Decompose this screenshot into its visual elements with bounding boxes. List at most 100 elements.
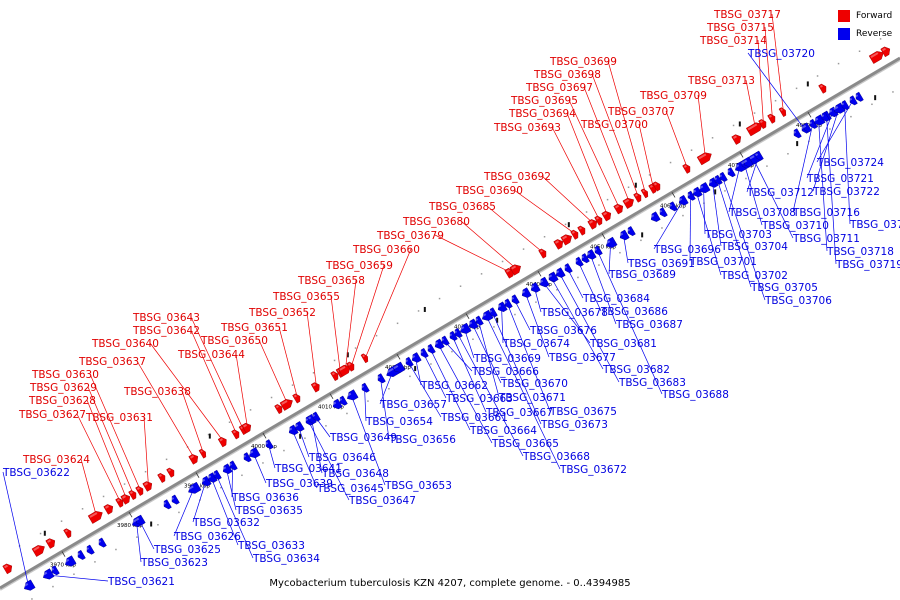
dot-marker — [178, 511, 180, 514]
label-connector — [136, 360, 195, 459]
label-connector — [47, 574, 109, 582]
gene-arrow — [201, 475, 212, 487]
axis-tick-label: 3970 kbp — [50, 562, 76, 568]
dot-marker — [871, 103, 873, 106]
gene-arrow — [135, 485, 144, 496]
gene-label: TBSG_03633 — [237, 540, 305, 552]
gene-arrow — [115, 497, 124, 508]
gene-label: TBSG_03719 — [835, 259, 900, 271]
gene-arrow — [818, 83, 827, 94]
label-connector — [638, 123, 654, 189]
dot-marker — [522, 248, 525, 250]
label-connector — [89, 373, 141, 491]
dot-marker — [207, 433, 210, 436]
gene-arrow — [103, 504, 114, 515]
dot-marker — [501, 260, 504, 263]
gene-label: TBSG_03638 — [123, 386, 191, 398]
gene-arrow — [581, 253, 590, 264]
label-connector — [278, 326, 298, 398]
dot-marker — [451, 350, 453, 353]
label-connector — [722, 177, 766, 301]
dot-marker — [354, 347, 357, 349]
gene-label: TBSG_03670 — [500, 378, 568, 390]
gene-arrow — [692, 186, 703, 198]
dot-marker — [94, 561, 96, 563]
gene-arrow — [708, 177, 719, 188]
gene-label: TBSG_03657 — [379, 399, 447, 411]
axis-tick — [128, 511, 133, 518]
gene-label: TBSG_03660 — [352, 244, 420, 256]
gene-label: TBSG_03639 — [265, 478, 333, 490]
label-connector — [486, 205, 544, 254]
gene-arrow — [339, 395, 348, 406]
dot-marker — [766, 165, 768, 167]
gene-label: TBSG_03711 — [792, 233, 860, 245]
gene-arrow — [337, 364, 351, 377]
dot-marker — [123, 483, 126, 485]
gene-arrow — [332, 398, 343, 410]
label-connector — [438, 344, 493, 444]
gene-arrow — [855, 91, 864, 102]
dot-marker — [879, 38, 882, 40]
dot-marker — [270, 396, 273, 399]
gene-arrow — [594, 215, 603, 226]
gene-label: TBSG_03671 — [498, 392, 566, 404]
label-connector — [351, 264, 385, 367]
gene-arrow — [142, 481, 153, 492]
label-connector — [578, 262, 602, 312]
label-connector — [525, 293, 550, 358]
dot-marker — [787, 153, 789, 155]
dot-marker — [585, 211, 588, 213]
label-connector — [136, 522, 142, 563]
gene-label: TBSG_03652 — [248, 307, 316, 319]
gene-arrow — [509, 264, 521, 276]
gene-arrows — [2, 46, 891, 591]
gene-arrow — [360, 353, 369, 364]
gene-tick — [414, 366, 417, 372]
gene-label: TBSG_03628 — [28, 395, 96, 407]
gene-arrow — [292, 393, 301, 404]
gene-arrow — [207, 472, 218, 483]
gene-arrow — [553, 239, 564, 250]
label-connector — [211, 478, 239, 546]
gene-label: TBSG_03623 — [140, 557, 208, 569]
gene-tick — [567, 222, 570, 228]
label-connector — [697, 94, 706, 158]
label-connector — [330, 295, 341, 373]
dot-marker — [493, 326, 495, 328]
label-connector — [76, 413, 121, 503]
axis-tick — [262, 432, 267, 439]
label-connector — [408, 362, 442, 418]
label-connector — [826, 116, 837, 265]
gene-label: TBSG_03710 — [761, 220, 829, 232]
dot-marker — [60, 520, 63, 522]
dot-marker — [262, 462, 264, 464]
gene-tick — [714, 189, 717, 195]
label-connector — [568, 99, 620, 209]
gene-arrow — [45, 538, 56, 549]
dot-marker — [795, 87, 798, 90]
label-connector — [665, 110, 688, 169]
label-connector — [816, 100, 853, 163]
legend-item-reverse: Reverse — [838, 26, 892, 42]
gene-arrow — [803, 122, 812, 133]
label-connector — [460, 220, 517, 270]
gene-arrow — [330, 371, 339, 382]
gene-tick — [43, 530, 46, 536]
gene-arrow — [731, 134, 742, 145]
label-connector — [472, 324, 502, 384]
gene-label: TBSG_03676 — [529, 325, 597, 337]
gene-arrow — [682, 163, 691, 174]
gene-arrow — [719, 171, 728, 182]
dot-marker — [732, 124, 735, 127]
dot-marker — [346, 412, 348, 415]
dot-marker — [157, 524, 159, 526]
gene-arrow — [778, 107, 787, 117]
label-connector — [812, 109, 839, 192]
label-connector — [747, 52, 805, 130]
gene-label: TBSG_03650 — [200, 335, 268, 347]
gene-arrow — [727, 167, 736, 178]
axis-tick-label: 4000 kbp — [251, 444, 277, 450]
label-connector — [268, 444, 276, 469]
